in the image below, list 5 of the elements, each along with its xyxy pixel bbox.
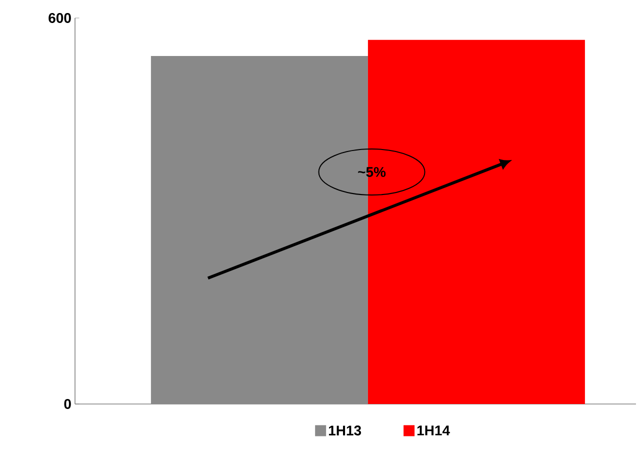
y-tick-label: 600 xyxy=(48,13,71,23)
legend-label: 1H13 xyxy=(328,426,362,436)
annotation: ~5% xyxy=(358,167,386,177)
y-tick-label: 0 xyxy=(64,399,71,409)
legend-label: 1H14 xyxy=(417,426,450,436)
